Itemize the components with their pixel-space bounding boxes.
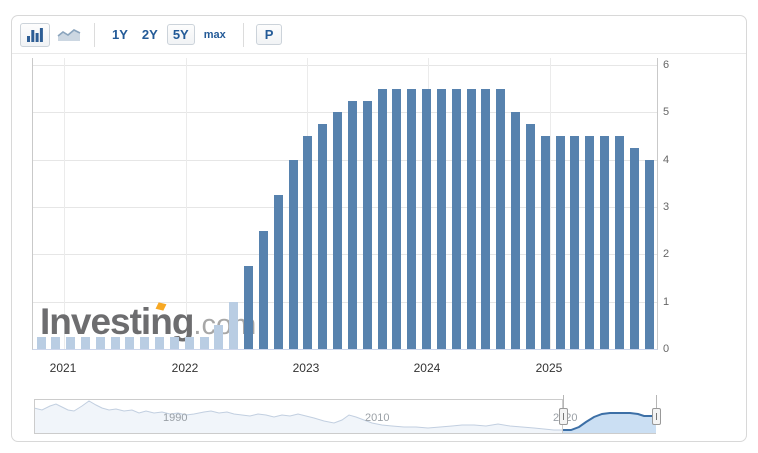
rate-bar[interactable] [525, 124, 535, 349]
y-gridline [33, 65, 657, 67]
rate-bar[interactable] [570, 136, 580, 349]
toolbar-separator [242, 22, 244, 47]
watermark-brand: Investing [40, 301, 194, 342]
navigator-handle-stem [563, 395, 564, 409]
rate-bar[interactable] [214, 325, 224, 349]
rate-bar[interactable] [644, 160, 654, 349]
rate-bar[interactable] [377, 89, 387, 349]
y-gridline [33, 301, 657, 303]
navigator-grip-icon[interactable] [558, 408, 568, 425]
bar-chart-icon [27, 27, 43, 42]
navigator-grip-icon[interactable] [651, 408, 661, 425]
rate-bar[interactable] [318, 124, 328, 349]
navigator-handle-stem [656, 395, 657, 409]
rate-bar[interactable] [451, 89, 461, 349]
y-gridline [33, 112, 657, 114]
y-axis-tick-label: 5 [663, 106, 670, 119]
navigator-year-label: 2010 [365, 412, 390, 424]
y-gridline [33, 254, 657, 256]
rate-bar[interactable] [95, 337, 105, 349]
rate-bar[interactable] [436, 89, 446, 349]
y-gridline [33, 159, 657, 161]
rate-bar[interactable] [407, 89, 417, 349]
x-axis-year-label: 2022 [171, 361, 199, 375]
y-axis-tick-label: 2 [663, 248, 670, 261]
y-axis-tick-label: 0 [663, 343, 670, 355]
rate-bar[interactable] [600, 136, 610, 349]
rate-bar[interactable] [303, 136, 313, 349]
range-button-1y[interactable]: 1Y [112, 27, 128, 42]
x-gridline [186, 58, 187, 349]
rate-bar[interactable] [496, 89, 506, 349]
x-axis-year-label: 2025 [535, 361, 563, 375]
rate-bar[interactable] [36, 337, 46, 349]
rate-bar[interactable] [273, 195, 283, 349]
x-gridline [549, 58, 551, 349]
range-navigator[interactable]: 199020102020 [34, 395, 661, 434]
rate-bar[interactable] [80, 337, 90, 349]
plot-area[interactable] [32, 58, 658, 350]
rate-bar[interactable] [199, 337, 209, 349]
rate-bar[interactable] [288, 160, 298, 349]
rate-bar[interactable] [333, 112, 343, 349]
y-axis-tick-label: 1 [663, 295, 670, 308]
rate-bar[interactable] [184, 337, 194, 349]
x-axis-year-label: 2021 [49, 361, 77, 375]
range-button-5y-selected[interactable]: 5Y [166, 24, 195, 45]
rate-bar[interactable] [125, 337, 135, 349]
rate-bar[interactable] [422, 89, 432, 349]
rate-bar[interactable] [155, 337, 165, 349]
rate-bar[interactable] [629, 148, 639, 349]
y-axis-tick-label: 6 [663, 59, 670, 72]
rate-bar[interactable] [481, 89, 491, 349]
rate-bar[interactable] [585, 136, 595, 349]
range-button-max[interactable]: max [203, 28, 226, 41]
x-axis-year-label: 2023 [292, 361, 320, 375]
rate-bar[interactable] [258, 231, 268, 349]
rate-bar[interactable] [169, 337, 179, 349]
rate-bar[interactable] [555, 136, 565, 349]
line-chart-icon [57, 28, 81, 41]
rate-bar[interactable] [66, 337, 76, 349]
rate-bar[interactable] [347, 101, 357, 349]
rate-bar[interactable] [392, 89, 402, 349]
rate-bar[interactable] [540, 136, 550, 349]
rate-bar[interactable] [244, 266, 254, 349]
y-gridline [33, 207, 657, 208]
toolbar-separator [94, 22, 95, 47]
y-axis-tick-label: 3 [663, 201, 670, 213]
toolbar-divider [12, 53, 746, 54]
rate-bar[interactable] [362, 101, 372, 349]
p-button[interactable]: P [255, 24, 283, 45]
x-gridline [64, 58, 65, 349]
rate-bar[interactable] [110, 337, 120, 349]
bar-chart-type-button[interactable] [20, 22, 50, 47]
chart-toolbar: 1Y 2Y 5Y max P [12, 16, 746, 53]
x-axis-year-label: 2024 [413, 361, 441, 375]
line-chart-type-button[interactable] [54, 23, 84, 47]
rate-bar[interactable] [229, 302, 239, 349]
rate-bar[interactable] [466, 89, 476, 349]
rate-bar[interactable] [614, 136, 624, 349]
y-axis-tick-label: 4 [663, 153, 670, 166]
navigator-year-label: 1990 [163, 412, 188, 424]
range-button-2y[interactable]: 2Y [141, 27, 158, 42]
rate-bar[interactable] [51, 337, 61, 349]
rate-bar[interactable] [511, 112, 521, 349]
rate-bar[interactable] [140, 337, 150, 349]
